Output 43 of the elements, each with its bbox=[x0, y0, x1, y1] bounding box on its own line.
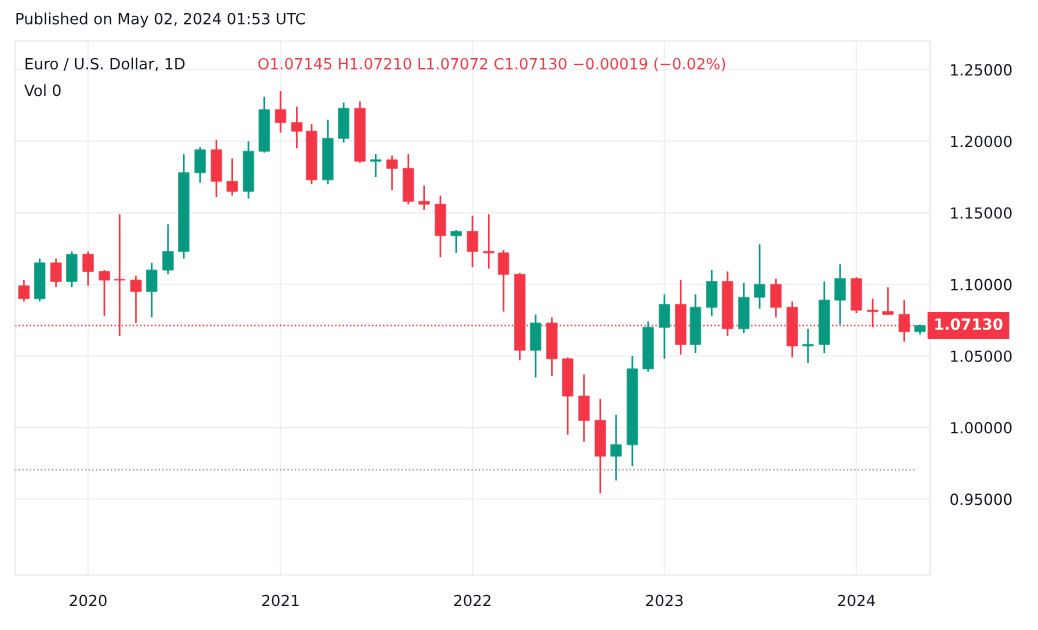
y-tick-label: 1.15000 bbox=[951, 207, 1012, 219]
candlestick bbox=[386, 154, 398, 191]
candlestick bbox=[834, 263, 846, 326]
x-tick-label: 2020 bbox=[69, 594, 107, 607]
y-tick-label: 1.00000 bbox=[951, 422, 1012, 434]
candlestick bbox=[754, 243, 766, 310]
y-tick-label: 1.10000 bbox=[951, 278, 1012, 291]
candlestick bbox=[610, 413, 622, 482]
candlestick bbox=[226, 157, 238, 197]
candlestick bbox=[450, 229, 462, 254]
candlestick bbox=[274, 90, 287, 134]
candlestick bbox=[466, 214, 479, 269]
candlestick bbox=[483, 213, 495, 270]
x-tick-label: 2023 bbox=[646, 594, 683, 607]
candlestick bbox=[82, 250, 94, 287]
annotation: Vol 0 bbox=[24, 84, 61, 97]
candlestick bbox=[194, 146, 206, 184]
ref-line-label: 1.07130 bbox=[935, 318, 1003, 330]
candlestick bbox=[882, 286, 894, 316]
x-tick-label: 2021 bbox=[262, 594, 299, 607]
chart-subtitle: Published on May 02, 2024 01:53 UTC bbox=[16, 12, 305, 28]
candlestick bbox=[291, 106, 303, 150]
x-tick-label: 2022 bbox=[454, 594, 491, 607]
y-tick-label: 0.95000 bbox=[950, 493, 1012, 506]
y-tick-label: 1.25000 bbox=[951, 64, 1012, 76]
y-tick-label: 1.20000 bbox=[951, 135, 1012, 148]
candlestick bbox=[146, 262, 158, 319]
candlestick bbox=[418, 184, 430, 211]
candlestick bbox=[50, 257, 62, 289]
candlestick bbox=[370, 153, 382, 178]
candlestick bbox=[802, 327, 814, 364]
candlestick bbox=[98, 269, 111, 317]
candlestick bbox=[658, 293, 671, 360]
candlestick bbox=[770, 277, 782, 319]
candlestick bbox=[130, 274, 142, 324]
candlestick bbox=[867, 297, 879, 329]
x-tick-label: 2024 bbox=[838, 594, 875, 607]
annotation: O1.07145 H1.07210 L1.07072 C1.07130 −0.00019 (−0.02%) bbox=[258, 57, 726, 72]
candlestick bbox=[497, 249, 510, 313]
candlestick bbox=[162, 223, 174, 276]
text: Euro / U.S. Dollar, 1D bbox=[25, 57, 185, 72]
y-tick-label: 1.05000 bbox=[951, 350, 1012, 362]
candlestick bbox=[18, 279, 30, 303]
